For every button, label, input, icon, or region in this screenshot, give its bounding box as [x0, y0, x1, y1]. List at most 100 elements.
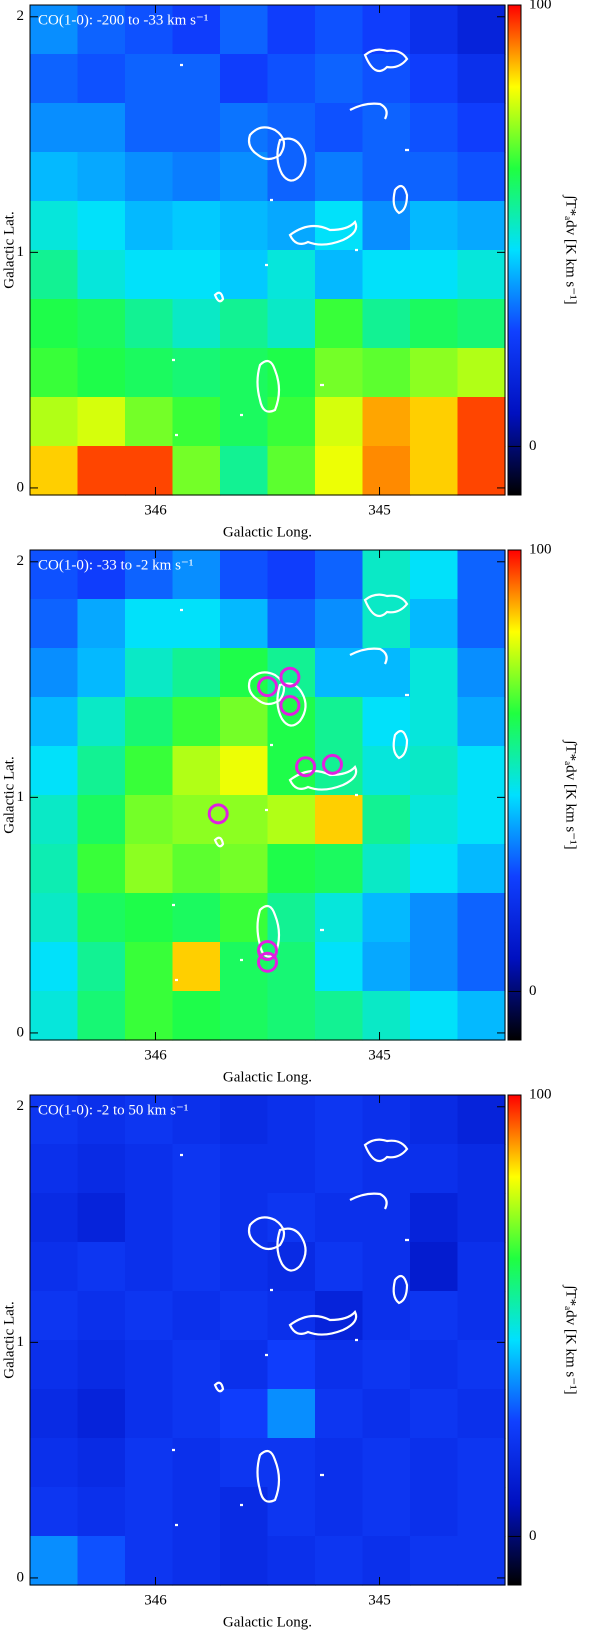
heatmap-cell: [172, 1144, 221, 1194]
heatmap-cell: [125, 942, 174, 992]
heatmap-cell: [30, 1536, 79, 1586]
x-tick-label: 346: [144, 502, 167, 518]
heatmap-cell: [172, 550, 221, 600]
heatmap-cell: [77, 1291, 126, 1341]
heatmap-cell: [315, 1144, 364, 1194]
heatmap-cell: [172, 54, 221, 104]
heatmap-cell: [362, 893, 411, 943]
heatmap-cell: [457, 991, 506, 1041]
heatmap-cell: [220, 54, 269, 104]
heatmap-panel: [30, 5, 506, 496]
heatmap-cell: [125, 1487, 174, 1537]
heatmap-cell: [30, 103, 79, 153]
heatmap-cell: [172, 844, 221, 894]
heatmap-cell: [77, 1242, 126, 1292]
source-marker: [257, 676, 278, 698]
colorbar: [507, 1094, 522, 1586]
y-tick-label: 1: [17, 1334, 25, 1350]
chart-title: CO(1-0): -2 to 50 km s⁻¹: [38, 1102, 188, 1118]
x-axis-label: Galactic Long.: [223, 1614, 312, 1630]
heatmap-cell: [77, 250, 126, 300]
y-tick-label: 0: [17, 1569, 25, 1585]
heatmap-cell: [172, 152, 221, 202]
heatmap-cell: [30, 348, 79, 398]
heatmap-cell: [457, 446, 506, 496]
heatmap-cell: [172, 299, 221, 349]
heatmap-cell: [172, 1536, 221, 1586]
heatmap-cell: [77, 1389, 126, 1439]
heatmap-cell: [362, 1242, 411, 1292]
heatmap-cell: [315, 991, 364, 1041]
heatmap-cell: [77, 397, 126, 447]
heatmap-cell: [362, 446, 411, 496]
heatmap-cell: [30, 397, 79, 447]
heatmap-cell: [410, 446, 459, 496]
heatmap-cell: [315, 599, 364, 649]
heatmap-cell: [457, 697, 506, 747]
heatmap-cell: [77, 1193, 126, 1243]
y-axis-label: Galactic Lat.: [1, 211, 17, 288]
heatmap-cell: [30, 54, 79, 104]
heatmap-cell: [125, 1438, 174, 1488]
heatmap-cell: [30, 1438, 79, 1488]
heatmap-cell: [315, 648, 364, 698]
heatmap-cell: [172, 103, 221, 153]
heatmap-cell: [267, 446, 316, 496]
heatmap-cell: [30, 201, 79, 251]
heatmap-cell: [362, 795, 411, 845]
heatmap-cell: [457, 1536, 506, 1586]
y-tick-label: 0: [17, 479, 25, 495]
heatmap-cell: [410, 1340, 459, 1390]
heatmap-cell: [315, 893, 364, 943]
heatmap-cell: [410, 648, 459, 698]
heatmap-cell: [457, 348, 506, 398]
heatmap-cell: [315, 446, 364, 496]
heatmap-cell: [77, 299, 126, 349]
heatmap-cell: [410, 250, 459, 300]
heatmap-cell: [125, 844, 174, 894]
heatmap-cell: [457, 942, 506, 992]
heatmap-cell: [267, 1487, 316, 1537]
heatmap-cell: [362, 5, 411, 55]
heatmap-cell: [30, 5, 79, 55]
heatmap-cell: [315, 103, 364, 153]
plot-frame: [29, 549, 506, 1041]
heatmap-cell: [220, 1340, 269, 1390]
heatmap-cell: [220, 550, 269, 600]
heatmap-cell: [220, 446, 269, 496]
heatmap-cell: [315, 1095, 364, 1145]
heatmap-cell: [267, 893, 316, 943]
heatmap-cell: [172, 1242, 221, 1292]
heatmap-cell: [125, 1144, 174, 1194]
heatmap-cell: [77, 446, 126, 496]
heatmap-cell: [172, 201, 221, 251]
heatmap-cell: [125, 697, 174, 747]
heatmap-cell: [362, 299, 411, 349]
colorbar-tick-label: 0: [529, 1528, 537, 1544]
source-marker: [257, 939, 278, 961]
heatmap-cell: [30, 795, 79, 845]
heatmap-cell: [125, 250, 174, 300]
y-tick-label: 2: [17, 1098, 25, 1114]
heatmap-cell: [77, 1144, 126, 1194]
heatmap-cell: [77, 1438, 126, 1488]
heatmap-cell: [410, 54, 459, 104]
y-tick-label: 2: [17, 553, 25, 569]
heatmap-cell: [362, 844, 411, 894]
heatmap-cell: [30, 844, 79, 894]
heatmap-cell: [172, 1193, 221, 1243]
heatmap-cell: [457, 54, 506, 104]
heatmap-cell: [77, 893, 126, 943]
heatmap-cell: [315, 397, 364, 447]
heatmap-cell: [267, 397, 316, 447]
heatmap-cell: [267, 1389, 316, 1439]
heatmap-cell: [315, 5, 364, 55]
heatmap-cell: [172, 746, 221, 796]
heatmap-cell: [125, 348, 174, 398]
heatmap-cell: [315, 1438, 364, 1488]
heatmap-cell: [30, 648, 79, 698]
heatmap-cell: [172, 599, 221, 649]
heatmap-cell: [77, 54, 126, 104]
heatmap-cell: [172, 893, 221, 943]
